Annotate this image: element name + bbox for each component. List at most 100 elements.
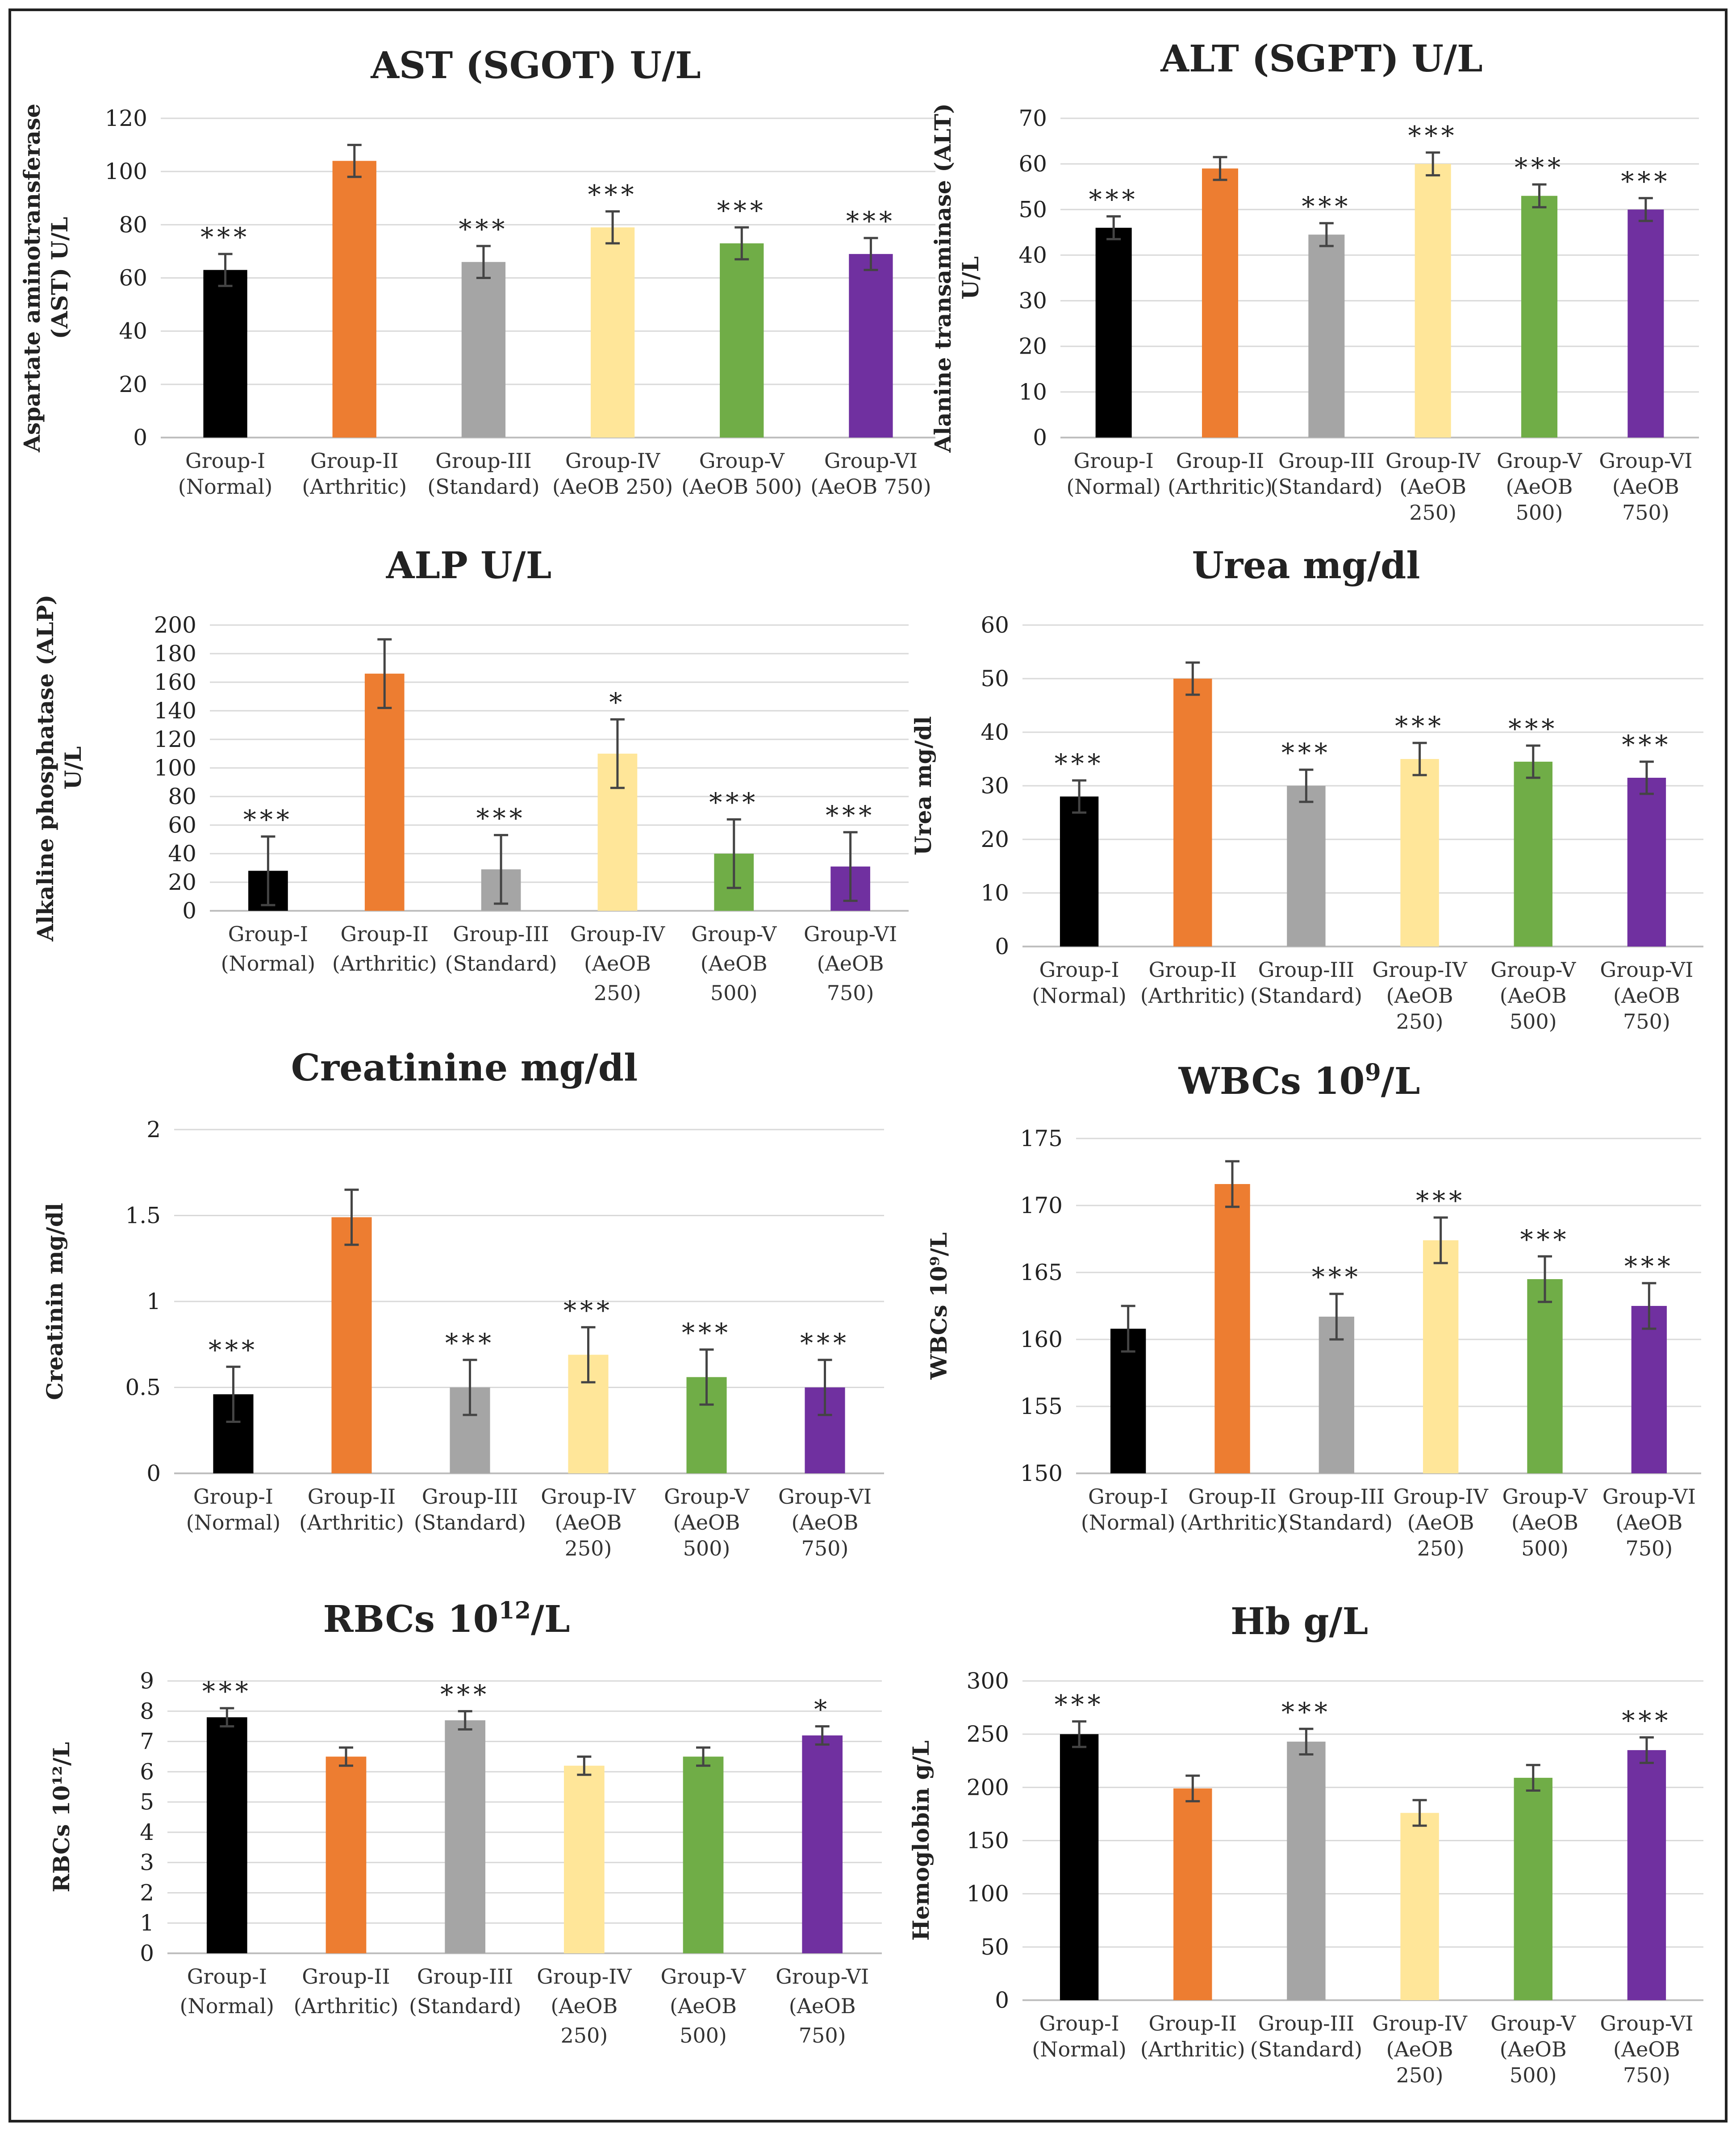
chart-title-main: ALT (SGPT) U/L xyxy=(1160,38,1482,80)
category-label: Group-V xyxy=(1502,1485,1588,1509)
chart-2: ALT (SGPT) U/L 0 10 20 30 40 50 60 70 Alanine tra… xyxy=(930,38,1699,525)
category-label: (Arthritic) xyxy=(302,475,407,499)
y-tick-label: 80 xyxy=(119,212,147,238)
significance-label: *** xyxy=(1622,1705,1671,1735)
category-label: (AeOB 250) xyxy=(552,475,673,499)
category-label: Group-IV xyxy=(1372,2011,1467,2035)
category-label: Group-IV xyxy=(537,1964,632,1989)
significance-label: *** xyxy=(709,787,759,817)
category-label: (Arthritic) xyxy=(1180,1510,1285,1535)
chart-6: WBCs 109/L 150 155 160 165 170 175 WBCs 10⁹/L Gr… xyxy=(926,1059,1701,1560)
y-tick-label: 3 xyxy=(140,1850,154,1876)
bar-5 xyxy=(683,1756,724,1953)
category-label: (Standard) xyxy=(409,1994,521,2018)
significance-label: *** xyxy=(1515,152,1564,183)
significance-label: *** xyxy=(1520,1224,1570,1255)
bar-3 xyxy=(1308,234,1345,438)
y-tick-label: 140 xyxy=(154,698,196,724)
bar-2 xyxy=(1202,168,1239,438)
category-label: 500) xyxy=(683,1536,730,1560)
y-tick-label: 70 xyxy=(1018,105,1047,131)
category-label: Group-I xyxy=(228,922,308,946)
category-label: (Standard) xyxy=(445,951,557,976)
category-label: Group-I xyxy=(1039,2011,1119,2035)
significance-label: *** xyxy=(1281,738,1331,768)
category-label: (AeOB 500) xyxy=(681,475,802,499)
y-tick-label: 2 xyxy=(140,1880,154,1906)
y-tick-label: 180 xyxy=(154,641,196,667)
y-tick-label: 120 xyxy=(105,105,147,131)
y-tick-label: 50 xyxy=(981,1934,1009,1960)
y-axis-label: Aspartate aminotransferase xyxy=(19,104,45,453)
chart-title: Creatinine mg/dl xyxy=(291,1047,638,1089)
category-label: Group-III xyxy=(1258,958,1355,982)
category-label: (AeOB xyxy=(551,1994,618,2018)
category-label: (Normal) xyxy=(1081,1510,1176,1535)
category-label: Group-VI xyxy=(1600,2011,1693,2035)
bar-2 xyxy=(1173,679,1212,947)
chart-title-sup: 12 xyxy=(499,1597,531,1624)
significance-label: *** xyxy=(1395,711,1444,741)
category-label: (Normal) xyxy=(1066,475,1161,499)
bar-6 xyxy=(1627,778,1666,947)
significance-label: *** xyxy=(563,1295,613,1326)
significance-label: *** xyxy=(445,1328,495,1358)
y-tick-label: 20 xyxy=(168,869,196,895)
chart-1: AST (SGOT) U/L 0 20 40 60 80 100 120 Aspartate a… xyxy=(19,44,935,499)
y-tick-label: 60 xyxy=(981,612,1009,638)
bar-4 xyxy=(590,227,635,438)
y-tick-label: 30 xyxy=(981,773,1009,799)
category-label: (AeOB xyxy=(1407,1510,1474,1535)
significance-label: *** xyxy=(682,1318,731,1348)
category-label: 750) xyxy=(1623,2063,1670,2087)
chart-3: ALP U/L020406080100120140160180200Alkali… xyxy=(32,544,909,1005)
bar-6 xyxy=(1627,1750,1666,2000)
y-tick-label: 160 xyxy=(154,669,196,695)
category-label: (Normal) xyxy=(1032,984,1127,1008)
y-tick-label: 0 xyxy=(1033,425,1047,450)
category-label: (AeOB xyxy=(1613,2037,1680,2061)
category-label: (Normal) xyxy=(221,951,316,976)
y-tick-label: 20 xyxy=(1018,334,1047,359)
category-label: (Arthritic) xyxy=(1140,2037,1245,2061)
y-tick-label: 0 xyxy=(995,934,1009,959)
bar-1 xyxy=(207,1717,247,1953)
category-label: Group-VI xyxy=(778,1485,872,1509)
category-label: 250) xyxy=(565,1536,612,1560)
category-label: Group-II xyxy=(310,449,398,473)
significance-label: *** xyxy=(1055,1689,1104,1720)
category-label: 500) xyxy=(1510,1009,1557,1034)
bar-2 xyxy=(364,673,405,911)
y-axis-label: (AST) U/L xyxy=(46,217,73,339)
bar-2 xyxy=(1173,1788,1212,2000)
bar-1 xyxy=(203,270,247,438)
chart-title: WBCs 109/L xyxy=(1178,1059,1420,1103)
significance-label: *** xyxy=(588,179,638,210)
significance-label: *** xyxy=(1624,1251,1674,1281)
y-tick-label: 0 xyxy=(146,1460,161,1486)
category-label: (AeOB xyxy=(1612,475,1679,499)
category-label: Group-I xyxy=(185,449,265,473)
bar-1 xyxy=(1095,228,1132,438)
significance-label: *** xyxy=(1089,184,1139,215)
category-label: Group-III xyxy=(422,1485,518,1509)
category-label: (AeOB xyxy=(789,1994,856,2018)
category-label: Group-VI xyxy=(1600,958,1693,982)
bar-5 xyxy=(1514,762,1552,947)
category-label: Group-IV xyxy=(570,922,665,946)
y-tick-label: 60 xyxy=(119,265,147,291)
category-label: Group-V xyxy=(699,449,785,473)
bar-2 xyxy=(326,1756,367,1953)
category-label: Group-III xyxy=(1258,2011,1355,2035)
bar-5 xyxy=(720,243,764,438)
chart-title-main: Urea mg/dl xyxy=(1192,544,1420,587)
bar-5 xyxy=(1514,1777,1552,2000)
y-axis-label: Urea mg/dl xyxy=(910,716,936,855)
category-label: Group-VI xyxy=(1602,1485,1696,1509)
category-label: (Normal) xyxy=(1032,2037,1127,2061)
chart-title: Urea mg/dl xyxy=(1192,544,1420,587)
category-label: 250) xyxy=(1417,1536,1465,1560)
chart-title-main: RBCs 10 xyxy=(323,1598,498,1641)
